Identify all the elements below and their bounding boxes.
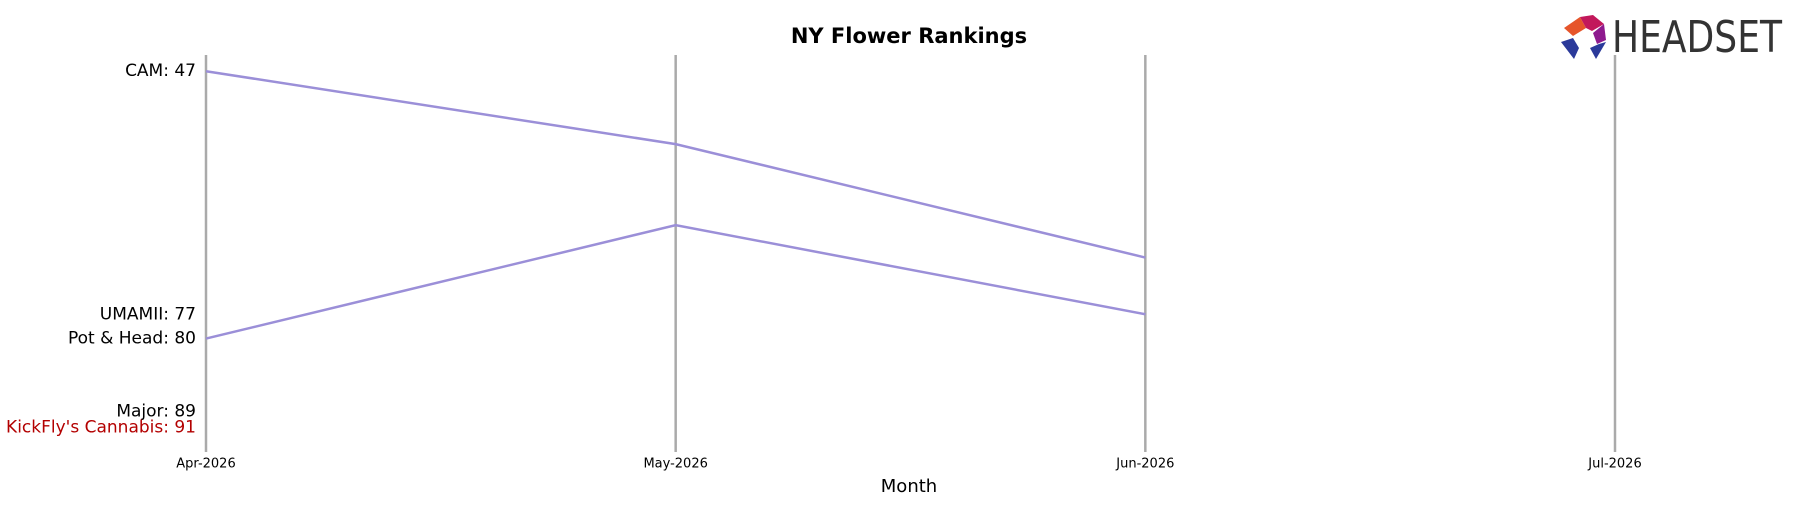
logo-shape xyxy=(1561,38,1579,59)
start-label: KickFly's Cannabis: 91 xyxy=(6,418,196,438)
logo: HEADSET xyxy=(1561,12,1782,63)
logo-shape xyxy=(1590,42,1606,59)
start-label: UMAMII: 77 xyxy=(100,304,196,324)
logo-shape xyxy=(1593,24,1606,44)
start-label: CAM: 47 xyxy=(125,61,196,81)
logo-shape xyxy=(1564,17,1586,36)
x-axis-label: Month xyxy=(881,476,937,497)
start-label: Pot & Head: 80 xyxy=(68,329,196,349)
x-tick-label: Apr-2026 xyxy=(176,457,235,472)
x-tick-label: Jul-2026 xyxy=(1587,457,1641,472)
logo-shape xyxy=(1580,15,1604,31)
x-tick-label: May-2026 xyxy=(643,457,707,472)
chart-title: NY Flower Rankings xyxy=(791,24,1027,48)
start-label: Major: 89 xyxy=(116,401,196,421)
x-tick-label: Jun-2026 xyxy=(1115,457,1174,472)
rank-line xyxy=(205,223,1146,340)
rank-line xyxy=(205,69,1146,259)
logo-text: HEADSET xyxy=(1612,12,1782,63)
